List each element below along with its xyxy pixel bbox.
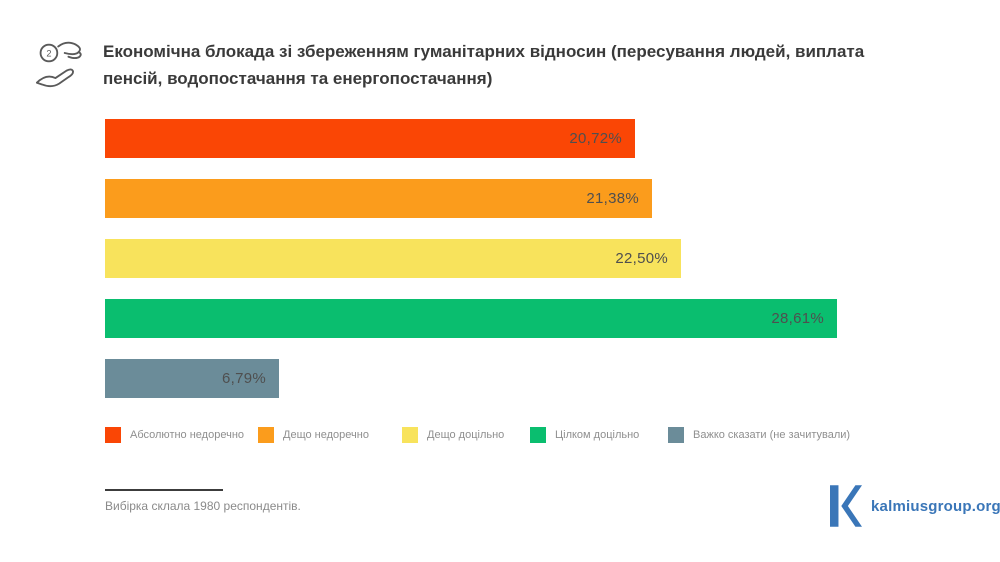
legend-item-2: Дещо недоречно xyxy=(258,427,402,443)
legend-item-5: Важко сказати (не зачитували) xyxy=(668,427,850,443)
bar-segment: 20,72% xyxy=(105,119,635,158)
bar-row-1: 20,72% xyxy=(105,119,1000,158)
legend-swatch xyxy=(402,427,418,443)
legend-swatch xyxy=(258,427,274,443)
logo-url-text: kalmiusgroup.org xyxy=(871,497,1000,515)
legend: Абсолютно недоречно Дещо недоречно Дещо до… xyxy=(105,427,850,443)
legend-swatch xyxy=(668,427,684,443)
bar-value-label: 22,50% xyxy=(615,250,668,267)
page-title: Економічна блокада зі збереженням гумані… xyxy=(103,42,865,89)
svg-text:2: 2 xyxy=(46,49,51,59)
legend-label: Важко сказати (не зачитували) xyxy=(693,429,851,441)
bar-segment: 21,38% xyxy=(105,179,652,218)
sample-size-note: Вибірка склала 1980 респондентів. xyxy=(105,499,301,513)
kalmius-k-icon xyxy=(830,485,862,527)
legend-label: Дещо доцільно xyxy=(427,429,505,441)
bar-segment: 6,79% xyxy=(105,359,279,398)
legend-label: Дещо недоречно xyxy=(283,429,369,441)
bar-value-label: 6,79% xyxy=(221,370,266,387)
bar-row-2: 21,38% xyxy=(105,179,1000,218)
footer-divider xyxy=(105,489,223,491)
legend-item-3: Дещо доцільно xyxy=(402,427,530,443)
bar-row-4: 28,61% xyxy=(105,299,1000,338)
bar-row-3: 22,50% xyxy=(105,239,1000,278)
legend-item-4: Цілком доцільно xyxy=(530,427,668,443)
bar-rows: 20,72% 21,38% 22,50% 28,61% 6,79% xyxy=(105,119,1000,419)
legend-label: Абсолютно недоречно xyxy=(130,429,245,441)
bar-segment: 22,50% xyxy=(105,239,681,278)
legend-item-1: Абсолютно недоречно xyxy=(105,427,258,443)
legend-label: Цілком доцільно xyxy=(555,429,640,441)
legend-swatch xyxy=(530,427,546,443)
bar-value-label: 28,61% xyxy=(771,310,824,327)
bar-segment: 28,61% xyxy=(105,299,837,338)
bar-value-label: 20,72% xyxy=(569,130,622,147)
hand-coin-icon: 2 xyxy=(33,40,89,92)
legend-swatch xyxy=(105,427,121,443)
bar-row-5: 6,79% xyxy=(105,359,1000,398)
kalmius-logo: kalmiusgroup.org xyxy=(830,484,1000,528)
bar-value-label: 21,38% xyxy=(586,190,639,207)
